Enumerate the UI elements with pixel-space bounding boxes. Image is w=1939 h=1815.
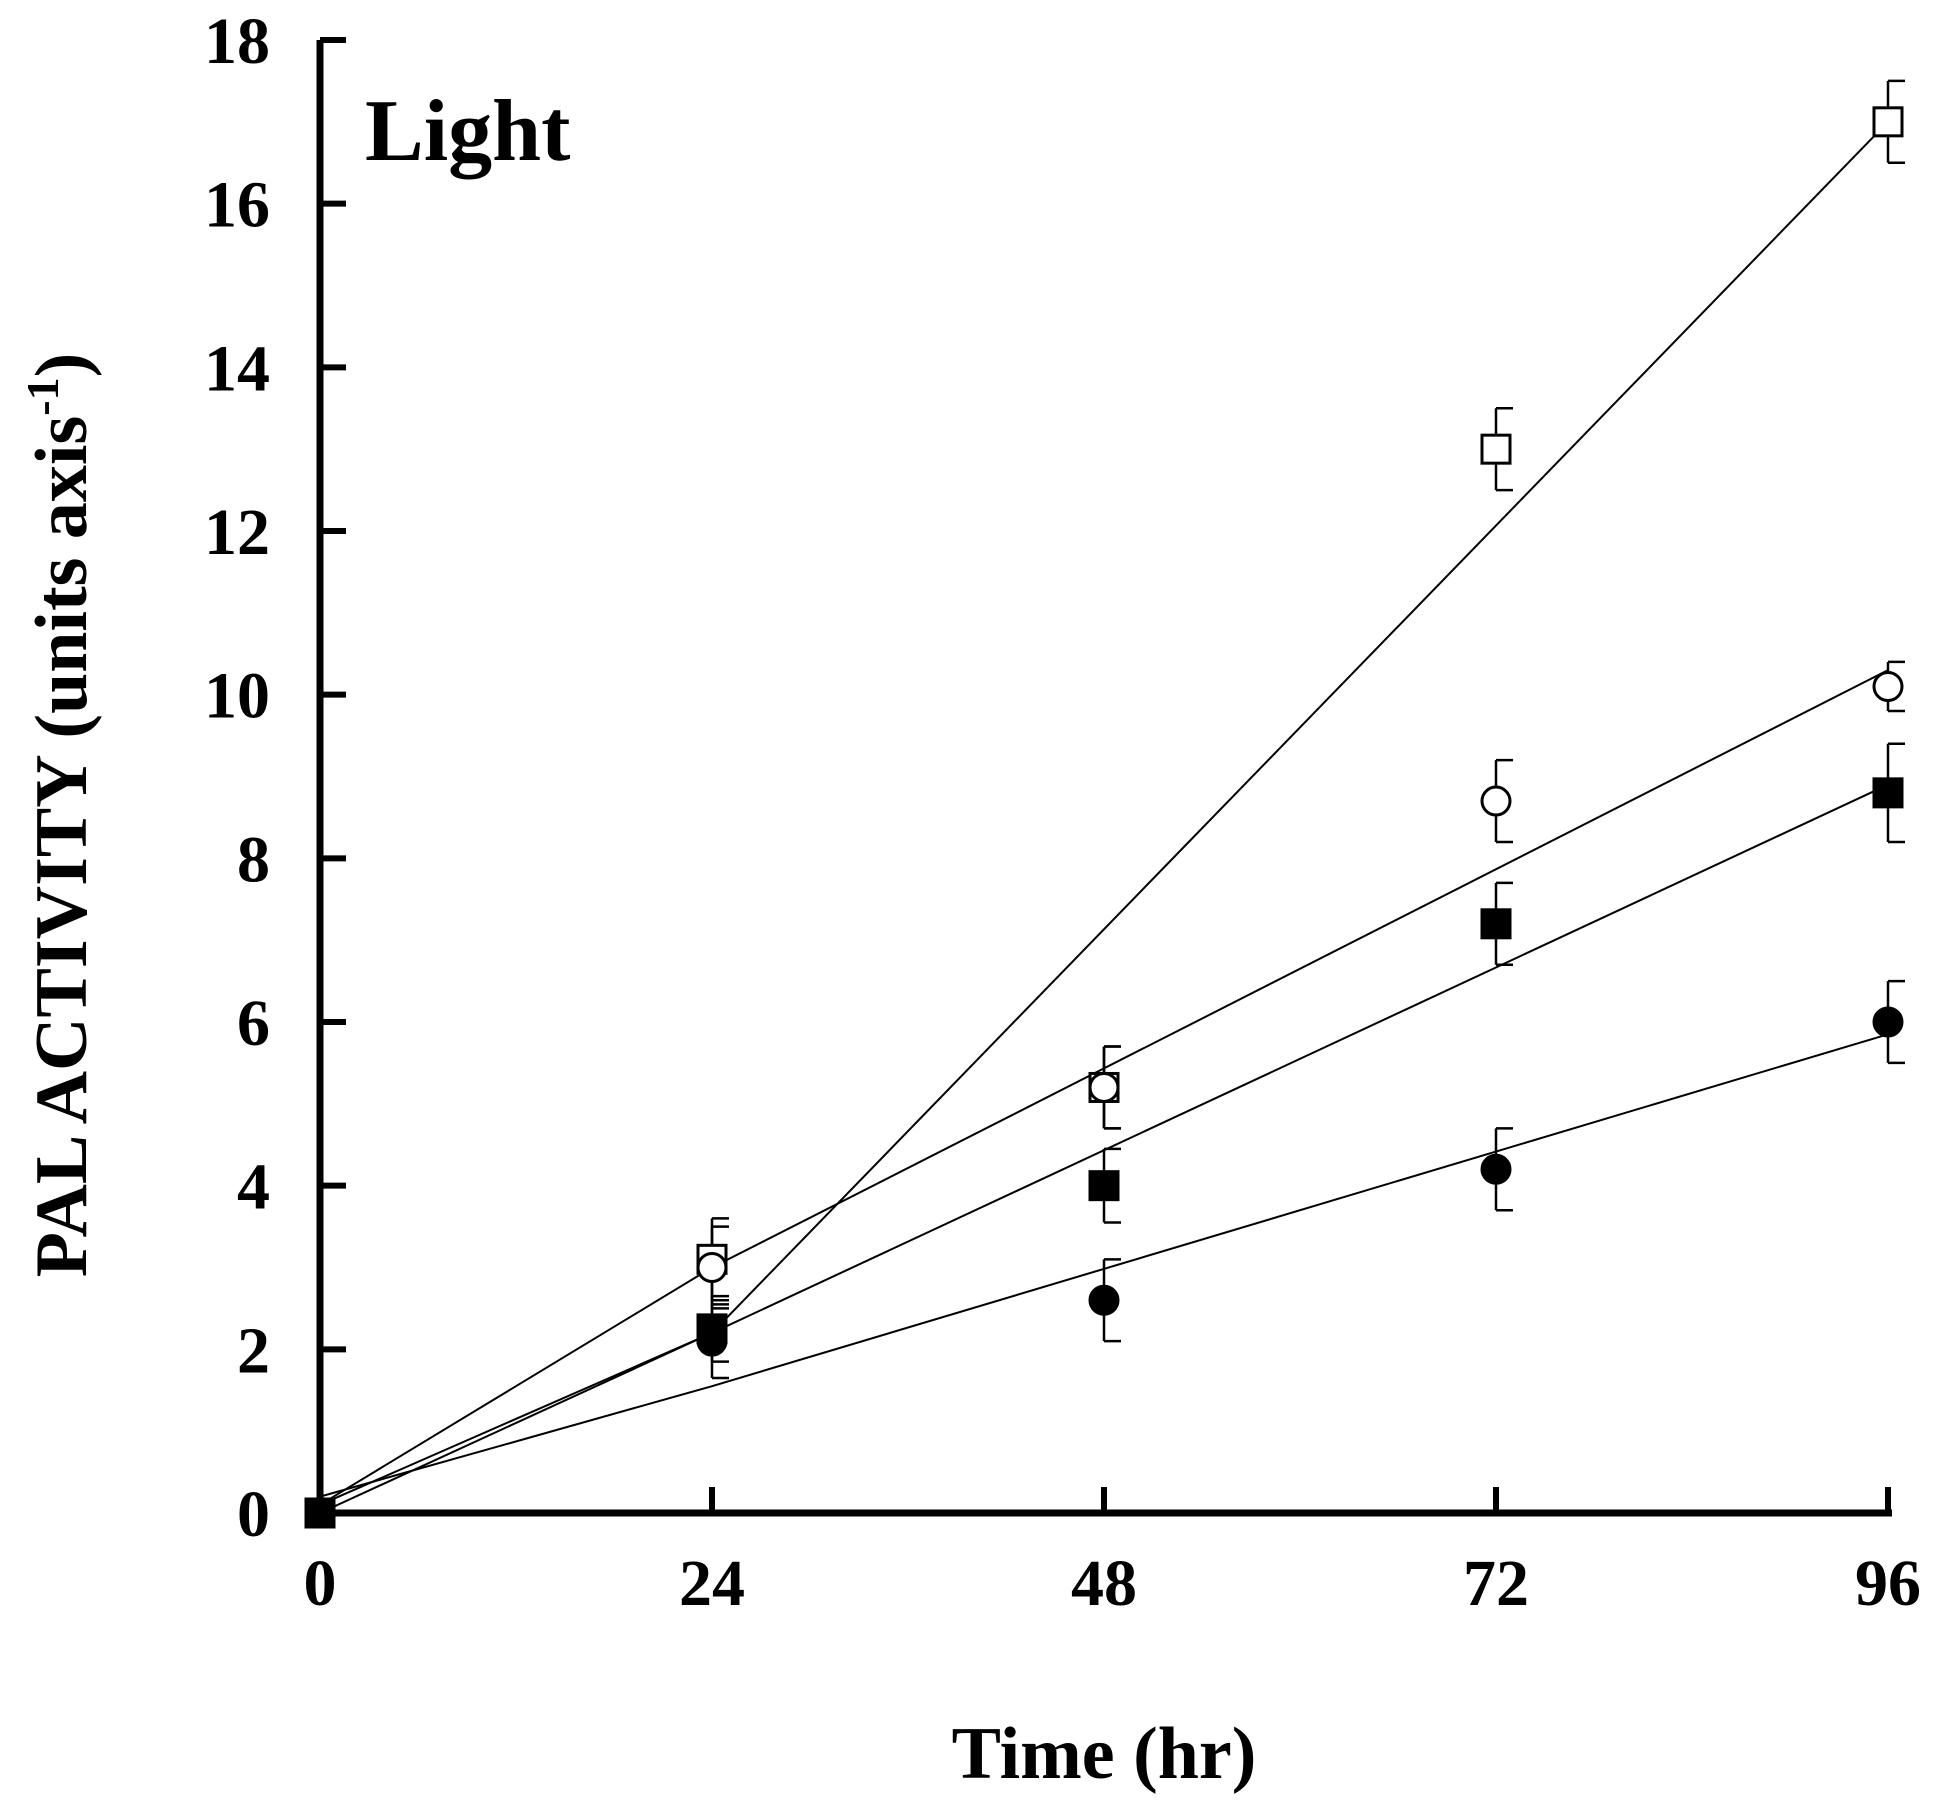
data-point-open-circle: [696, 1252, 728, 1283]
y-tick-label: 12: [204, 496, 270, 569]
data-point-filled-circle: [1872, 1006, 1904, 1038]
x-tick-label: 48: [1071, 1547, 1137, 1620]
y-axis-title-close: ): [21, 353, 103, 378]
y-axis-title: PAL ACTIVITY (units axis-1): [17, 353, 103, 1277]
y-axis-title-superscript: -1: [17, 377, 68, 415]
y-tick-label: 18: [204, 5, 270, 78]
data-point-filled-circle: [1480, 1153, 1512, 1185]
x-tick-label: 0: [304, 1547, 337, 1620]
panel-label: Light: [365, 83, 570, 180]
data-markers: [304, 106, 1904, 1529]
y-tick-label: 8: [237, 823, 270, 896]
y-axis-title-main: PAL ACTIVITY (units axis: [21, 416, 103, 1277]
error-bars: [710, 79, 1905, 1380]
data-point-open-square: [1872, 106, 1904, 138]
data-point-open-circle: [1088, 1071, 1120, 1103]
y-tick-label: 0: [237, 1478, 270, 1551]
data-point-open-circle: [1480, 785, 1512, 817]
x-tick-label: 72: [1463, 1547, 1529, 1620]
x-tick-label: 96: [1855, 1547, 1921, 1620]
y-tick-label: 2: [237, 1314, 270, 1387]
data-point-filled-circle: [696, 1325, 728, 1357]
data-point-filled-square: [1088, 1170, 1120, 1202]
x-axis-title: Time (hr): [952, 1713, 1257, 1795]
axes: [316, 37, 1892, 1517]
data-point-filled-square: [1872, 777, 1904, 809]
y-tick-label: 10: [204, 660, 270, 733]
data-point-open-square: [1480, 433, 1512, 465]
y-tick-label: 14: [204, 332, 270, 405]
fit-line-filled-square: [319, 783, 1889, 1506]
data-point-open-circle: [1872, 670, 1904, 702]
data-point-filled-square: [1480, 908, 1512, 940]
y-tick-label: 6: [237, 987, 270, 1060]
x-tick-label: 24: [679, 1547, 745, 1620]
data-point-filled-circle: [1088, 1284, 1120, 1316]
y-tick-label: 16: [204, 169, 270, 242]
y-tick-label: 4: [237, 1151, 270, 1224]
